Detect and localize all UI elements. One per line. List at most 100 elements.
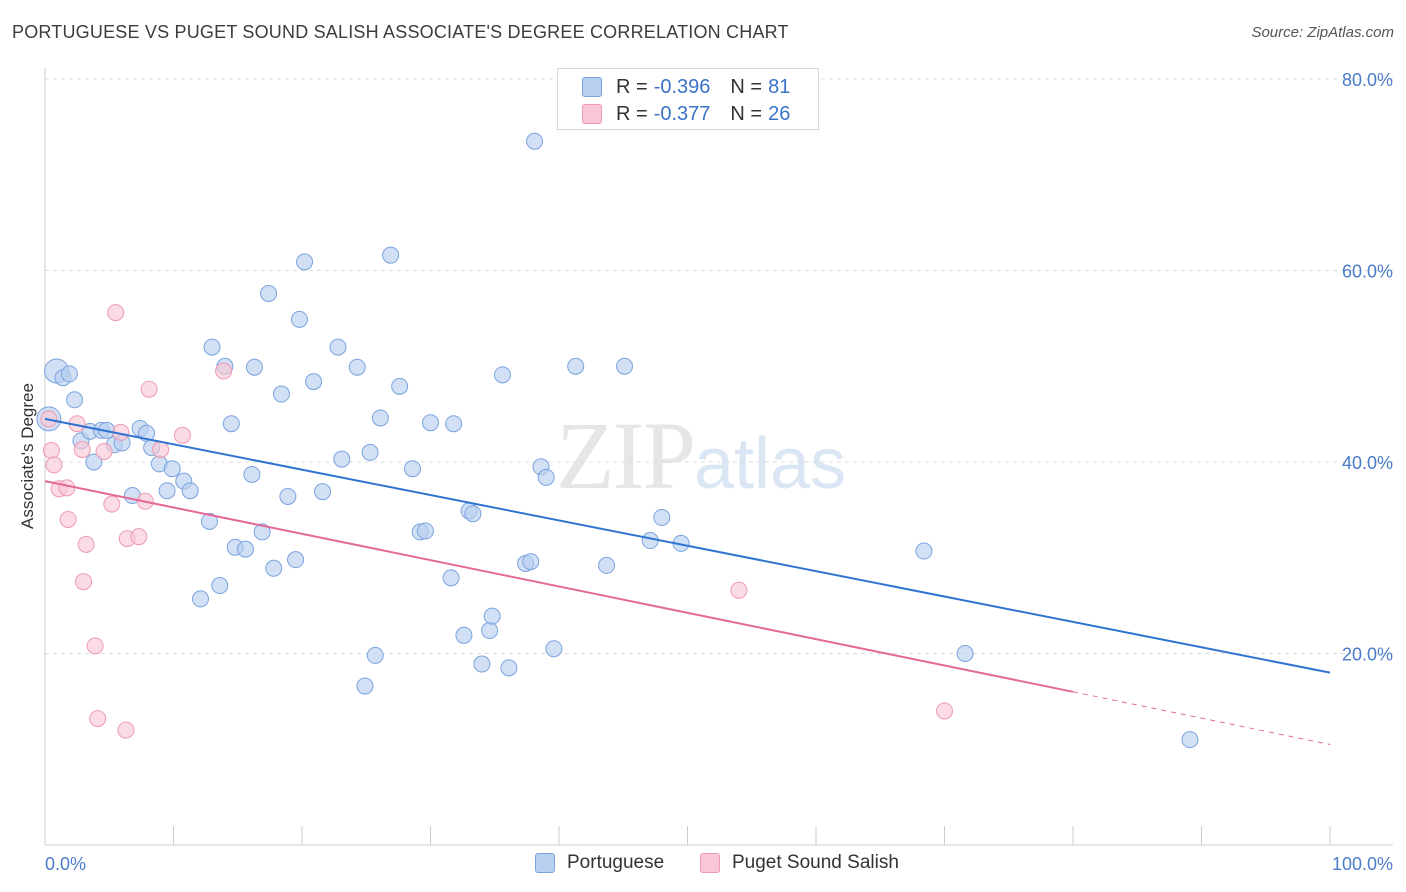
- salish-point: [89, 710, 107, 728]
- portuguese-point: [243, 465, 261, 483]
- salish-point: [140, 380, 158, 398]
- portuguese-swatch: [535, 853, 555, 873]
- portuguese-point: [296, 253, 314, 271]
- portuguese-point: [371, 409, 389, 427]
- portuguese-point: [500, 659, 518, 677]
- portuguese-point: [314, 483, 332, 501]
- portuguese-point: [211, 577, 229, 595]
- portuguese-point: [60, 365, 78, 383]
- portuguese-point: [493, 366, 511, 384]
- portuguese-point: [85, 453, 103, 471]
- portuguese-point: [455, 626, 473, 644]
- portuguese-point: [66, 391, 84, 409]
- r-value: -0.377: [653, 102, 711, 125]
- portuguese-point: [422, 414, 439, 432]
- y-axis-label: Associate's Degree: [18, 383, 37, 529]
- salish-point: [107, 304, 125, 322]
- y-tick-label: 60.0%: [1342, 262, 1393, 282]
- salish-point: [59, 510, 77, 528]
- salish-swatch: [582, 104, 602, 124]
- portuguese-point: [404, 460, 422, 478]
- y-tick-label: 20.0%: [1342, 645, 1393, 665]
- salish-point: [215, 362, 233, 380]
- salish-trend-line: [44, 480, 1074, 693]
- portuguese-point: [361, 443, 379, 461]
- legend-item-portuguese: Portuguese: [535, 852, 664, 874]
- salish-trend-extension: [1072, 691, 1331, 745]
- portuguese-point: [265, 559, 283, 577]
- salish-point: [75, 573, 93, 591]
- r-value: -0.396: [653, 75, 711, 98]
- portuguese-point: [253, 523, 271, 541]
- series-legend: Portuguese Puget Sound Salish: [0, 852, 1406, 878]
- portuguese-point: [382, 246, 400, 264]
- watermark-atlas: atlas: [694, 424, 847, 504]
- legend-row-portuguese: R = -0.396 N = 81: [582, 75, 790, 99]
- portuguese-point: [260, 284, 278, 302]
- portuguese-point: [348, 358, 366, 376]
- portuguese-point: [483, 607, 501, 625]
- portuguese-point: [329, 338, 347, 356]
- legend-label: Puget Sound Salish: [732, 852, 899, 873]
- salish-point: [103, 495, 121, 513]
- portuguese-point: [522, 553, 540, 571]
- portuguese-point: [915, 542, 933, 560]
- portuguese-swatch: [582, 77, 602, 97]
- portuguese-point: [272, 385, 290, 403]
- salish-point: [86, 637, 104, 655]
- salish-point: [42, 442, 60, 460]
- legend-row-salish: R = -0.377 N = 26: [582, 102, 790, 126]
- salish-point: [173, 426, 191, 444]
- portuguese-point: [464, 505, 482, 523]
- r-label: R =: [616, 102, 648, 125]
- portuguese-point: [445, 415, 463, 433]
- n-value: 81: [768, 75, 791, 98]
- portuguese-trend-line: [44, 417, 1331, 674]
- watermark-zip: ZIP: [556, 402, 696, 509]
- salish-point: [130, 528, 148, 546]
- portuguese-point: [305, 373, 323, 391]
- portuguese-point: [616, 357, 634, 375]
- portuguese-point: [181, 482, 199, 500]
- portuguese-point: [290, 310, 308, 328]
- portuguese-point: [567, 357, 585, 375]
- salish-swatch: [700, 853, 720, 873]
- salish-point: [45, 456, 63, 474]
- salish-point: [152, 441, 170, 459]
- portuguese-point: [391, 377, 409, 395]
- x-tick-label: 100.0%: [1332, 854, 1393, 874]
- portuguese-point: [191, 590, 209, 608]
- portuguese-point: [356, 677, 374, 695]
- portuguese-point: [481, 622, 499, 640]
- portuguese-point: [545, 640, 563, 658]
- legend-item-salish: Puget Sound Salish: [700, 852, 899, 874]
- portuguese-point: [366, 646, 384, 664]
- salish-point: [77, 535, 95, 553]
- y-tick-label: 80.0%: [1342, 70, 1393, 90]
- chart-title: PORTUGUESE VS PUGET SOUND SALISH ASSOCIA…: [12, 22, 789, 42]
- portuguese-point: [245, 358, 263, 376]
- y-tick-label: 40.0%: [1342, 453, 1393, 473]
- portuguese-point: [236, 540, 254, 558]
- portuguese-point: [222, 415, 240, 433]
- portuguese-point: [1181, 731, 1199, 749]
- n-value: 26: [768, 102, 791, 125]
- salish-point: [936, 702, 953, 720]
- portuguese-point: [158, 482, 176, 500]
- portuguese-point: [279, 487, 297, 505]
- portuguese-point: [598, 556, 616, 574]
- portuguese-point: [526, 132, 544, 150]
- source-credit: Source: ZipAtlas.com: [1251, 24, 1394, 41]
- salish-point: [58, 479, 76, 497]
- portuguese-point: [333, 450, 351, 468]
- portuguese-point: [956, 645, 974, 662]
- r-label: R =: [616, 75, 648, 98]
- portuguese-point: [537, 468, 555, 486]
- portuguese-point: [653, 509, 671, 527]
- correlation-legend: R = -0.396 N = 81 R = -0.377 N = 26: [557, 68, 819, 130]
- salish-point: [730, 581, 748, 599]
- salish-point: [117, 721, 135, 739]
- n-label: N =: [730, 75, 763, 98]
- watermark: ZIPatlas: [556, 400, 846, 511]
